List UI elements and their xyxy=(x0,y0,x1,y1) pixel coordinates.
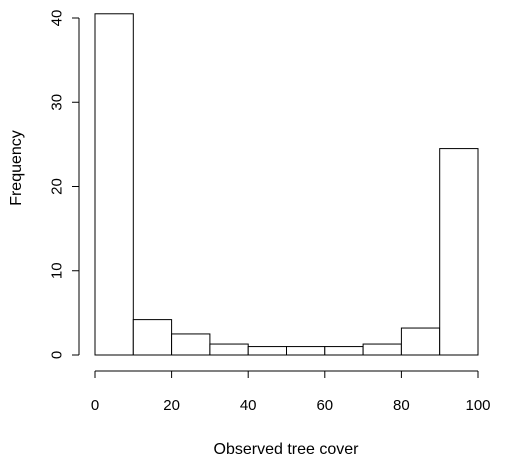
histogram-bar-50-60 xyxy=(286,346,326,356)
y-tick-label-20: 20 xyxy=(49,178,66,195)
y-axis-title: Frequency xyxy=(8,130,25,206)
histogram-bar-90-100 xyxy=(439,148,479,356)
histogram-bar-10-20 xyxy=(132,319,173,356)
x-axis-title: Observed tree cover xyxy=(214,441,360,458)
histogram-bar-20-30 xyxy=(171,333,211,356)
y-tick-label-40: 40 xyxy=(49,10,66,27)
x-tick-label-20: 20 xyxy=(163,397,180,414)
x-axis: 0 20 40 60 80 100 xyxy=(91,370,491,414)
x-tick-label-40: 40 xyxy=(240,397,257,414)
x-tick-label-0: 0 xyxy=(91,397,99,414)
histogram-bar-80-90 xyxy=(400,327,441,356)
histogram-bars xyxy=(94,13,479,356)
y-tick-label-0: 0 xyxy=(49,351,66,359)
histogram-bar-70-80 xyxy=(362,343,402,356)
histogram-bar-40-50 xyxy=(247,346,287,356)
y-tick-label-30: 30 xyxy=(49,94,66,111)
y-axis: 0 10 20 30 40 xyxy=(49,10,80,359)
y-tick-label-10: 10 xyxy=(49,262,66,279)
histogram-bar-30-40 xyxy=(209,343,249,356)
x-tick-label-80: 80 xyxy=(393,397,410,414)
x-tick-label-100: 100 xyxy=(465,397,490,414)
x-tick-label-60: 60 xyxy=(316,397,333,414)
histogram-bar-0-10 xyxy=(94,13,134,356)
histogram-bar-60-70 xyxy=(324,346,364,356)
